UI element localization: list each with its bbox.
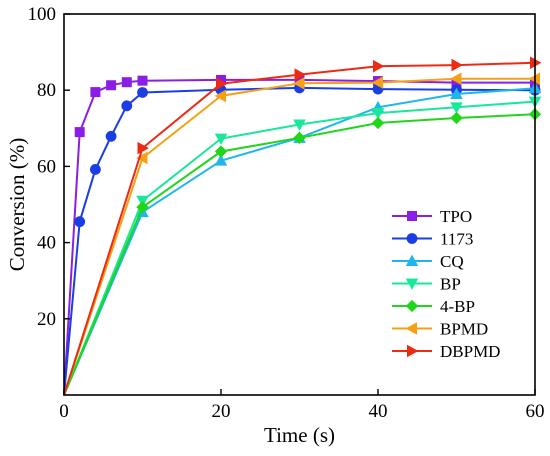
data-point bbox=[137, 141, 149, 155]
legend: TPO 1173 CQ BP 4-BP BPMD DBPMD bbox=[392, 207, 500, 361]
data-point bbox=[121, 77, 132, 88]
legend-item-bpmd: BPMD bbox=[392, 320, 488, 339]
data-point bbox=[137, 87, 148, 98]
y-tick-label: 100 bbox=[28, 4, 57, 25]
legend-marker bbox=[406, 344, 419, 358]
y-tick-label: 80 bbox=[37, 80, 56, 101]
legend-marker bbox=[405, 254, 419, 267]
legend-marker bbox=[406, 233, 418, 244]
legend-label: 1173 bbox=[440, 230, 473, 249]
data-point bbox=[214, 89, 227, 103]
data-point bbox=[371, 76, 384, 89]
data-point bbox=[215, 77, 228, 90]
data-point bbox=[106, 80, 117, 91]
data-point bbox=[136, 201, 149, 214]
x-tick-label: 60 bbox=[526, 401, 545, 422]
data-point bbox=[214, 145, 228, 158]
data-point bbox=[450, 72, 462, 86]
data-point bbox=[90, 164, 101, 175]
legend-label: DBPMD bbox=[440, 342, 500, 361]
x-tick-label: 20 bbox=[212, 401, 231, 422]
data-point bbox=[214, 154, 228, 166]
data-point bbox=[293, 119, 306, 131]
legend-item-dbpmd: DBPMD bbox=[392, 342, 500, 361]
legend-item-cq: CQ bbox=[392, 252, 464, 271]
x-tick-label: 40 bbox=[369, 401, 388, 422]
data-point bbox=[136, 151, 148, 165]
x-tick-label: 0 bbox=[59, 401, 69, 422]
data-point bbox=[214, 133, 228, 146]
data-point bbox=[105, 130, 117, 142]
data-point bbox=[90, 87, 101, 98]
legend-item-bp: BP bbox=[392, 275, 461, 294]
tick-layer: 0 20 40 60 20 40 60 80 100 bbox=[28, 4, 545, 422]
y-tick-label: 60 bbox=[37, 156, 56, 177]
data-point bbox=[294, 68, 306, 81]
y-tick-label: 20 bbox=[37, 309, 56, 330]
data-point bbox=[451, 58, 463, 72]
data-point bbox=[450, 87, 463, 100]
data-point bbox=[137, 75, 148, 86]
legend-marker bbox=[405, 299, 419, 313]
y-tick-label: 40 bbox=[37, 233, 56, 254]
data-point bbox=[293, 131, 306, 144]
y-axis-title: Conversion (%) bbox=[5, 138, 29, 272]
data-point bbox=[74, 216, 86, 228]
legend-item-1173: 1173 bbox=[392, 230, 473, 249]
legend-label: 4-BP bbox=[440, 297, 475, 316]
legend-label: TPO bbox=[440, 207, 472, 226]
legend-marker bbox=[406, 210, 417, 221]
series-4-bp bbox=[63, 108, 542, 396]
legend-label: BP bbox=[440, 275, 461, 294]
series-layer bbox=[63, 56, 542, 396]
data-point bbox=[371, 116, 385, 130]
legend-marker bbox=[405, 322, 418, 335]
legend-item-tpo: TPO bbox=[392, 207, 472, 226]
data-point bbox=[450, 111, 463, 125]
plot-frame bbox=[63, 13, 536, 396]
data-point bbox=[450, 102, 463, 114]
data-point bbox=[74, 127, 85, 138]
legend-marker bbox=[405, 278, 419, 290]
data-point bbox=[372, 59, 385, 73]
legend-label: CQ bbox=[440, 252, 464, 271]
data-point bbox=[293, 77, 305, 90]
legend-label: BPMD bbox=[440, 320, 488, 339]
data-point bbox=[121, 100, 133, 112]
x-axis-title: Time (s) bbox=[264, 423, 335, 447]
series-bp bbox=[63, 96, 542, 396]
data-point bbox=[371, 108, 385, 120]
legend-item-4-bp: 4-BP bbox=[392, 297, 475, 316]
